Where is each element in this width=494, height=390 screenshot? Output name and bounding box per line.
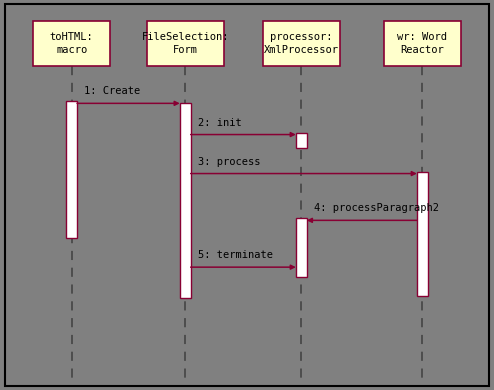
Bar — [180, 103, 191, 298]
Bar — [384, 21, 460, 66]
Bar — [33, 21, 110, 66]
Text: processor:
XmlProcessor: processor: XmlProcessor — [264, 32, 339, 55]
Text: 3: process: 3: process — [198, 156, 261, 167]
Text: FileSelection:
Form: FileSelection: Form — [141, 32, 229, 55]
Text: 4: processParagraph2: 4: processParagraph2 — [314, 203, 439, 213]
Text: toHTML:
macro: toHTML: macro — [50, 32, 93, 55]
Bar — [66, 101, 77, 238]
Bar — [296, 218, 307, 277]
Bar — [417, 172, 428, 296]
Text: 2: init: 2: init — [198, 117, 242, 128]
Bar — [263, 21, 339, 66]
Text: 1: Create: 1: Create — [84, 86, 141, 96]
Text: 5: terminate: 5: terminate — [198, 250, 273, 260]
Bar — [147, 21, 223, 66]
Bar — [296, 133, 307, 148]
Text: wr: Word
Reactor: wr: Word Reactor — [397, 32, 448, 55]
